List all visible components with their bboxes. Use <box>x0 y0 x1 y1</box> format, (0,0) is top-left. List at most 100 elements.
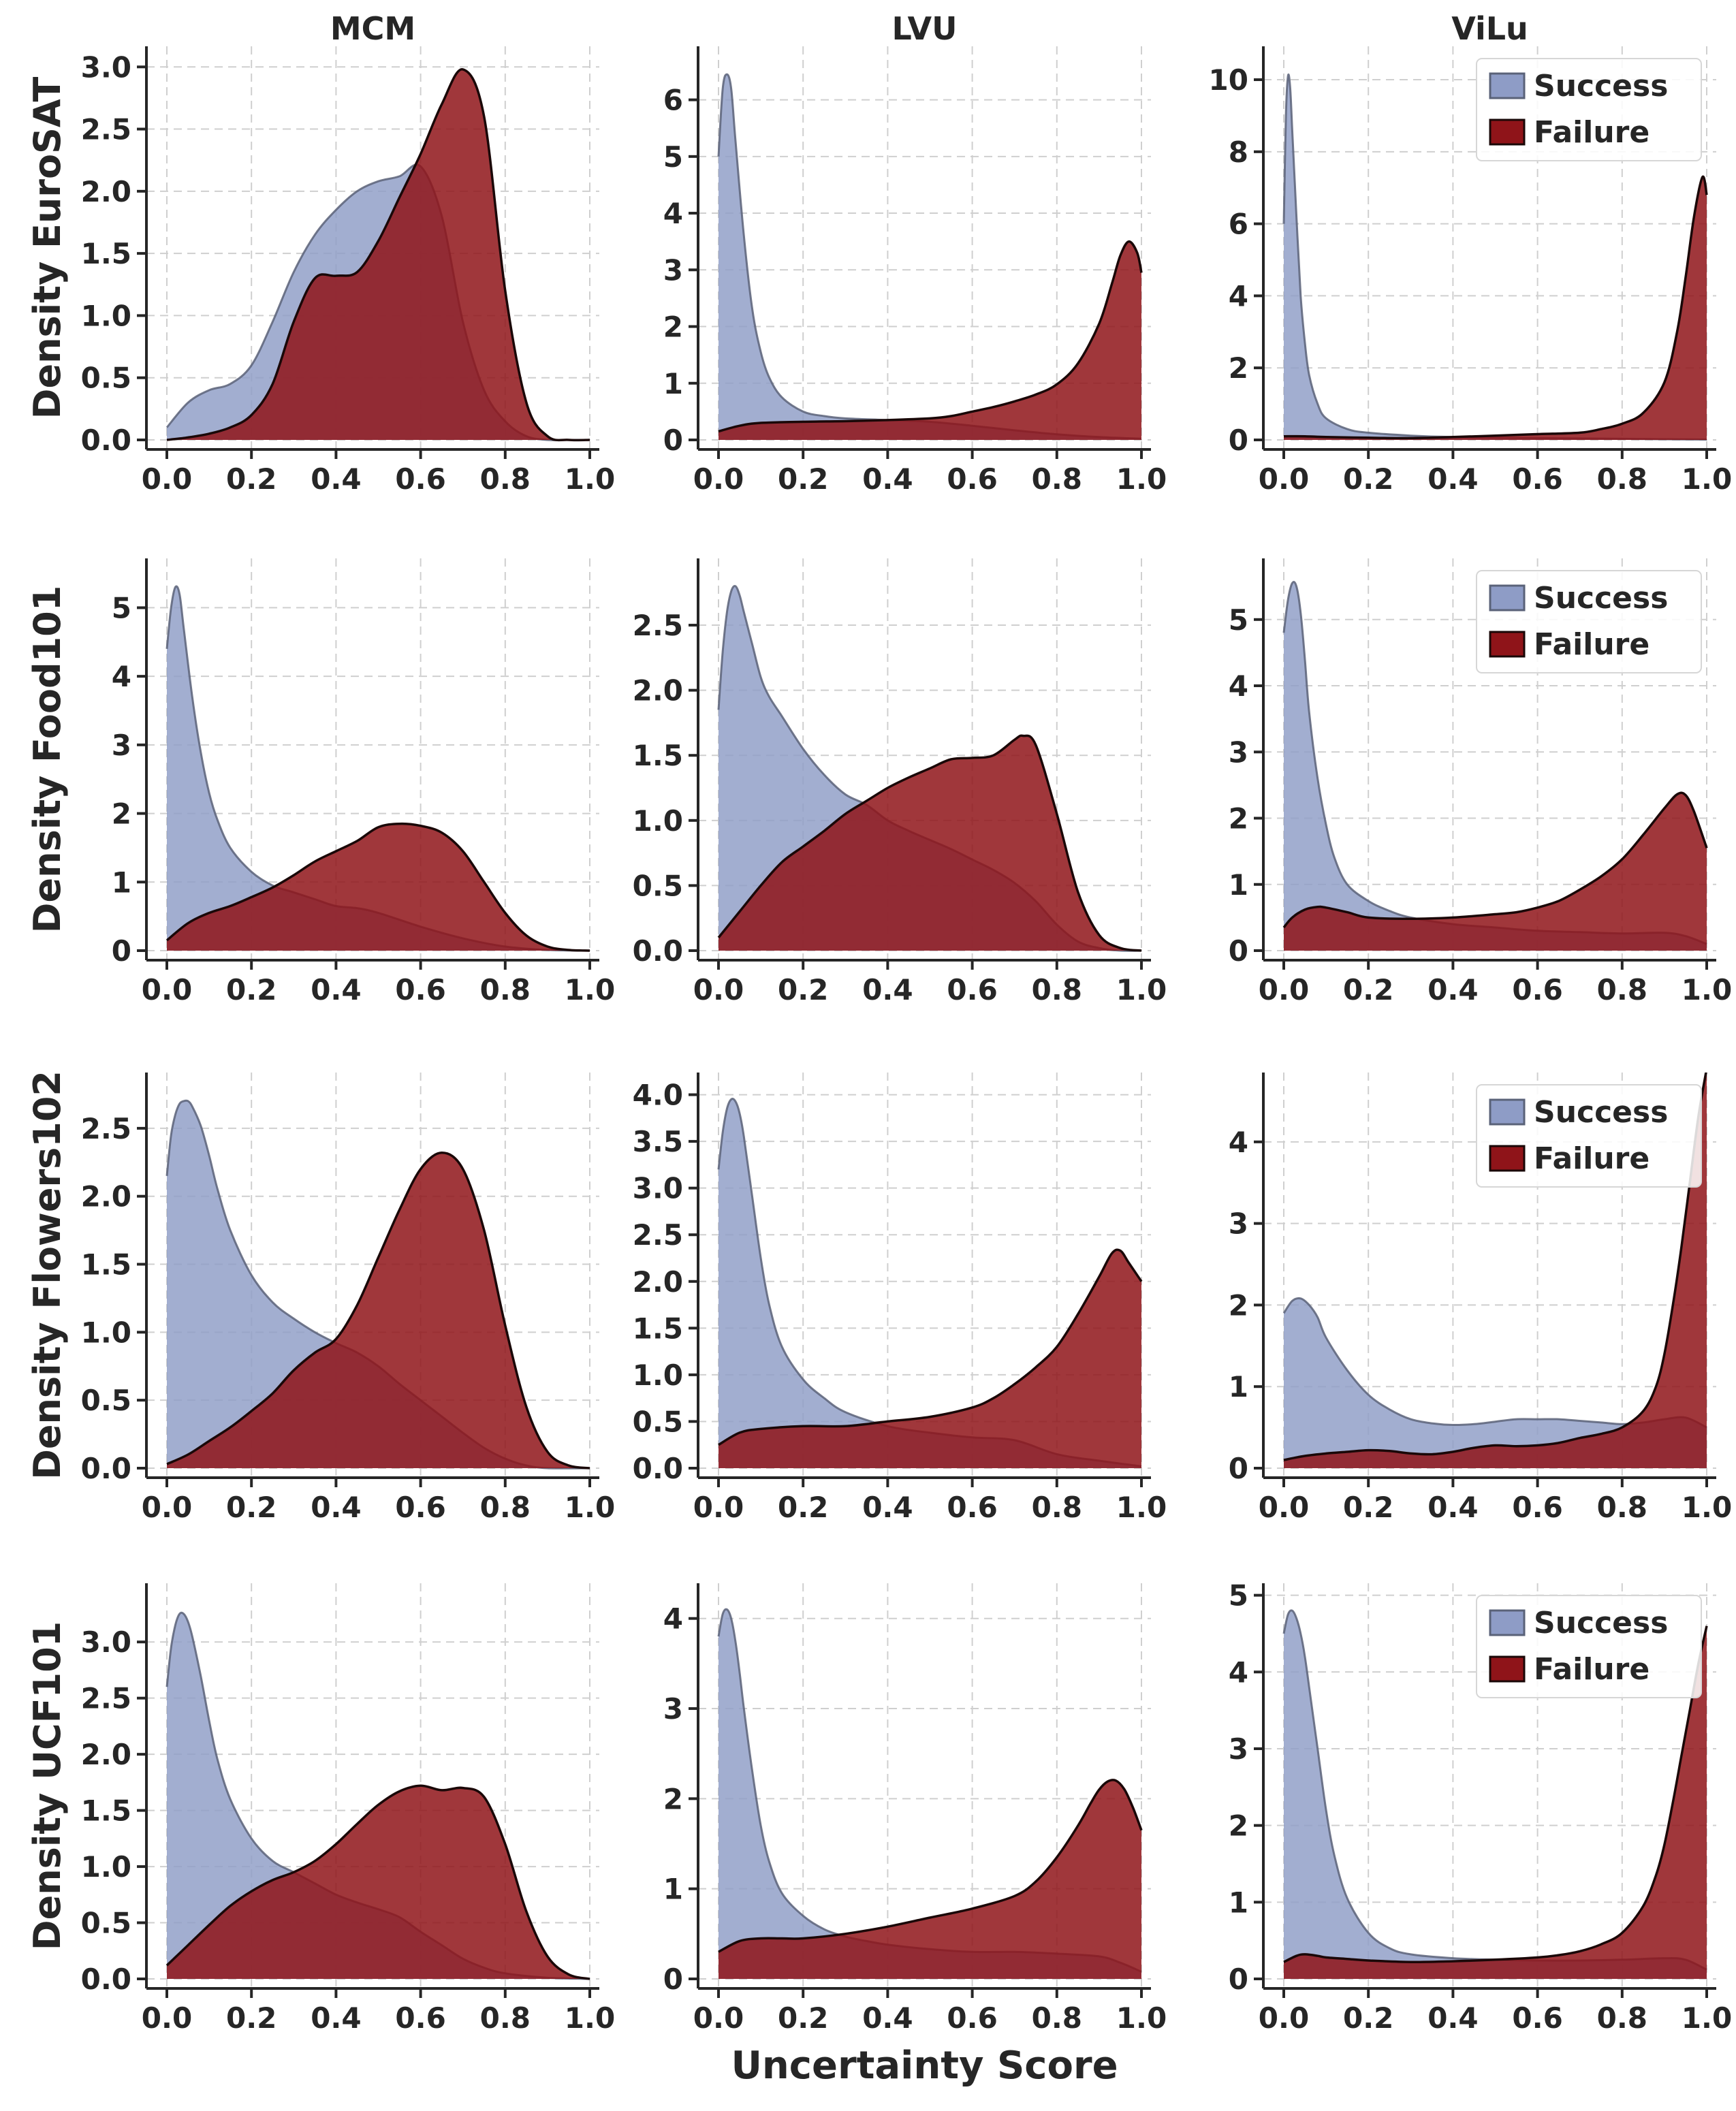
y-tick-label: 2.5 <box>633 1218 683 1252</box>
failure-density-line <box>1283 1625 1708 1963</box>
y-tick-label: 2.0 <box>81 1738 131 1771</box>
row-ylabel-food101: Density Food101 <box>26 586 69 934</box>
failure-density-area <box>719 735 1141 951</box>
x-tick-label: 0.0 <box>1259 1491 1309 1524</box>
y-tick-label: 2.0 <box>633 674 683 708</box>
y-tick-label: 2 <box>1229 1809 1248 1843</box>
y-tick-label: 4 <box>1229 1655 1248 1689</box>
y-tick-label: 1.5 <box>633 739 683 772</box>
legend-label-failure: Failure <box>1534 1141 1650 1176</box>
series-group <box>717 73 1143 441</box>
x-tick-label: 0.4 <box>862 462 913 496</box>
x-tick-label: 0.0 <box>693 462 744 496</box>
failure-density-area <box>167 1785 590 1979</box>
legend-box <box>1476 570 1702 673</box>
y-tick-label: 1.0 <box>81 1316 131 1349</box>
legend-swatch-success <box>1489 584 1526 612</box>
x-tick-label: 0.0 <box>142 973 192 1006</box>
y-tick-label: 8 <box>1229 136 1248 169</box>
y-tick-label: 10 <box>1209 63 1248 97</box>
series-group <box>165 1099 590 1470</box>
y-tick-label: 4 <box>663 197 683 230</box>
x-tick-label: 0.2 <box>226 973 277 1006</box>
failure-density-line <box>166 68 590 442</box>
x-tick-label: 0.6 <box>395 1491 445 1524</box>
x-tick-label: 0.6 <box>1512 462 1562 496</box>
panel-r0c1: 0.0 0.2 0.4 0.6 0.8 1.0 0 1 2 3 4 5 6 <box>663 46 1167 496</box>
y-tick-label: 4.0 <box>633 1079 683 1112</box>
x-tick-label: 0.4 <box>311 2001 361 2035</box>
y-tick-label: 3 <box>1229 735 1248 769</box>
x-tick-label: 1.0 <box>565 1491 615 1524</box>
legend-label-failure: Failure <box>1534 627 1650 662</box>
failure-density-line <box>718 1779 1143 1953</box>
panel-r3c2: 0.0 0.2 0.4 0.6 0.8 1.0 0 1 2 3 4 5 Success Failure <box>1229 1579 1732 2035</box>
y-tick-label: 3.5 <box>633 1125 683 1158</box>
x-tick-label: 1.0 <box>1116 973 1167 1006</box>
x-tick-label: 1.0 <box>1682 2001 1732 2035</box>
y-tick-label: 4 <box>1229 279 1248 313</box>
x-tick-label: 1.0 <box>1682 462 1732 496</box>
legend-swatch-failure <box>1489 631 1526 658</box>
row-ylabel-flowers102: Density Flowers102 <box>26 1070 69 1480</box>
y-tick-label: 0.5 <box>633 869 683 902</box>
x-tick-label: 1.0 <box>565 2001 615 2035</box>
series-group <box>717 1098 1143 1468</box>
failure-density-area <box>167 69 590 441</box>
row-ylabel-eurosat: Density EuroSAT <box>26 76 69 419</box>
series-group <box>165 585 590 952</box>
legend-box <box>1476 1084 1702 1188</box>
legend: Success Failure <box>1476 1595 1702 1698</box>
failure-density-line <box>1283 1073 1707 1461</box>
legend-swatch-success <box>1489 1609 1526 1636</box>
panel-r1c2: 0.0 0.2 0.4 0.6 0.8 1.0 0 1 2 3 4 5 Success Failure <box>1229 558 1732 1006</box>
y-tick-label: 5 <box>1229 1579 1248 1613</box>
legend: Success Failure <box>1476 570 1702 673</box>
y-tick-label: 0 <box>1229 1963 1248 1996</box>
y-tick-label: 2 <box>1229 351 1248 385</box>
panel-r0c0: 0.0 0.2 0.4 0.6 0.8 1.0 0.0 0.5 1.0 1.5 2.0 2.5 3.0 <box>81 46 615 496</box>
row-ylabel-ucf101: Density UCF101 <box>26 1621 69 1950</box>
y-tick-label: 1 <box>1229 868 1248 902</box>
legend-swatch-failure <box>1489 1655 1526 1683</box>
x-tick-label: 0.4 <box>311 973 361 1006</box>
y-tick-label: 0.0 <box>633 934 683 968</box>
y-tick-label: 3.0 <box>633 1172 683 1205</box>
y-tick-label: 0.0 <box>81 424 131 457</box>
x-tick-label: 0.6 <box>395 2001 445 2035</box>
x-tick-label: 0.2 <box>778 2001 828 2035</box>
column-title-vilu: ViLu <box>1451 10 1528 47</box>
y-tick-label: 5 <box>663 140 683 174</box>
series-group <box>1282 1609 1708 1979</box>
x-tick-label: 0.4 <box>1427 973 1478 1006</box>
y-tick-label: 4 <box>112 660 131 693</box>
failure-density-line <box>1283 175 1708 440</box>
success-density-area <box>1284 1610 1707 1979</box>
y-tick-label: 1.0 <box>633 1359 683 1392</box>
y-tick-label: 4 <box>1229 669 1248 703</box>
column-title-mcm: MCM <box>330 10 415 47</box>
y-tick-label: 2.5 <box>81 1112 131 1145</box>
x-tick-label: 0.8 <box>1032 973 1082 1006</box>
y-tick-label: 3 <box>1229 1207 1248 1241</box>
x-tick-label: 0.4 <box>311 462 361 496</box>
legend-label-failure: Failure <box>1534 1652 1650 1687</box>
success-density-area <box>1284 1298 1707 1468</box>
y-tick-label: 6 <box>1229 208 1248 241</box>
y-tick-label: 3 <box>1229 1732 1248 1766</box>
series-group <box>1282 73 1708 441</box>
x-tick-label: 0.4 <box>311 1491 361 1524</box>
x-tick-label: 0.6 <box>947 2001 997 2035</box>
y-tick-label: 1.5 <box>81 237 131 270</box>
y-tick-label: 1 <box>663 1873 683 1906</box>
y-tick-label: 0.0 <box>81 1963 131 1996</box>
y-tick-label: 3.0 <box>81 1625 131 1659</box>
y-tick-label: 2 <box>663 1782 683 1815</box>
y-tick-label: 0 <box>663 1963 683 1996</box>
y-tick-label: 2 <box>1229 802 1248 836</box>
y-tick-label: 0 <box>1229 1452 1248 1485</box>
panel-r3c1: 0.0 0.2 0.4 0.6 0.8 1.0 0 1 2 3 4 <box>663 1583 1167 2035</box>
panel-r1c0: 0.0 0.2 0.4 0.6 0.8 1.0 0 1 2 3 4 5 <box>112 558 615 1006</box>
